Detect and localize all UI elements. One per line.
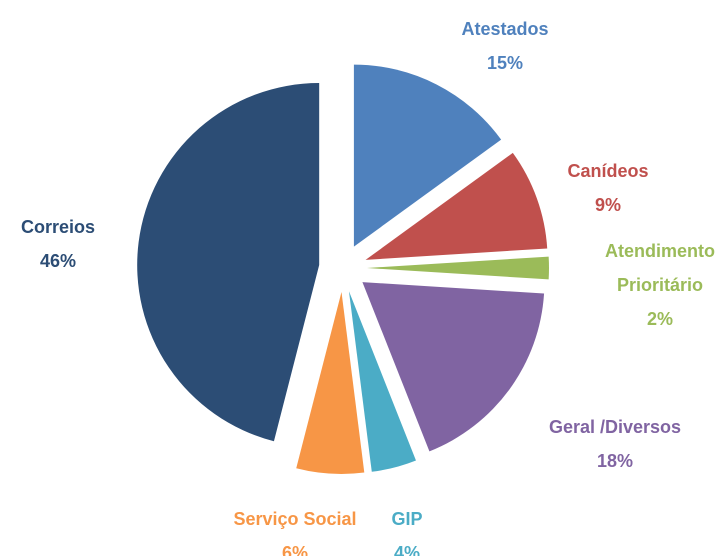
pie-slice: [367, 256, 550, 280]
slice-label: GIP: [391, 509, 422, 529]
slice-label: Atendimento Prioritário: [605, 241, 715, 295]
pie-slice: [365, 152, 548, 260]
slice-label: Atestados: [461, 19, 548, 39]
slice-value-label: 4%: [394, 543, 420, 556]
pie-slice: [362, 282, 545, 452]
slice-label: Geral /Diversos: [549, 417, 681, 437]
pie-slice: [137, 82, 320, 442]
slice-value-label: 18%: [597, 451, 633, 471]
pie-slice: [296, 291, 365, 474]
slice-value-label: 46%: [40, 251, 76, 271]
slice-label: Serviço Social: [233, 509, 356, 529]
pie-slice: [348, 291, 416, 472]
slice-label: Correios: [21, 217, 95, 237]
slice-value-label: 9%: [595, 195, 621, 215]
pie-slice: [353, 64, 502, 247]
slice-value-label: 2%: [647, 309, 673, 329]
slice-label: Canídeos: [567, 161, 648, 181]
slice-value-label: 15%: [487, 53, 523, 73]
slice-value-label: 6%: [282, 543, 308, 556]
